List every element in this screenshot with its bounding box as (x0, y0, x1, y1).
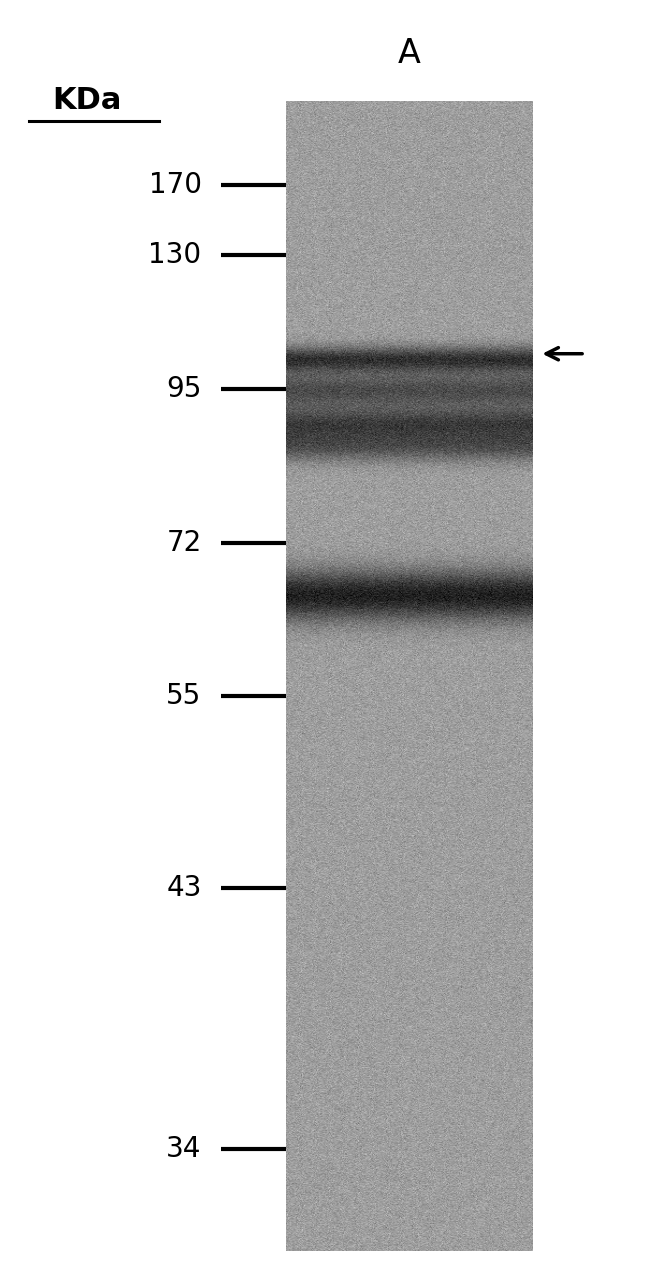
Text: 34: 34 (166, 1135, 202, 1163)
Text: 130: 130 (148, 241, 202, 269)
Text: A: A (398, 37, 421, 70)
Text: 95: 95 (166, 375, 202, 404)
Text: KDa: KDa (52, 86, 122, 115)
Text: 43: 43 (166, 873, 202, 902)
Text: 170: 170 (148, 171, 202, 199)
Text: 72: 72 (166, 529, 202, 557)
Text: 55: 55 (166, 682, 202, 710)
